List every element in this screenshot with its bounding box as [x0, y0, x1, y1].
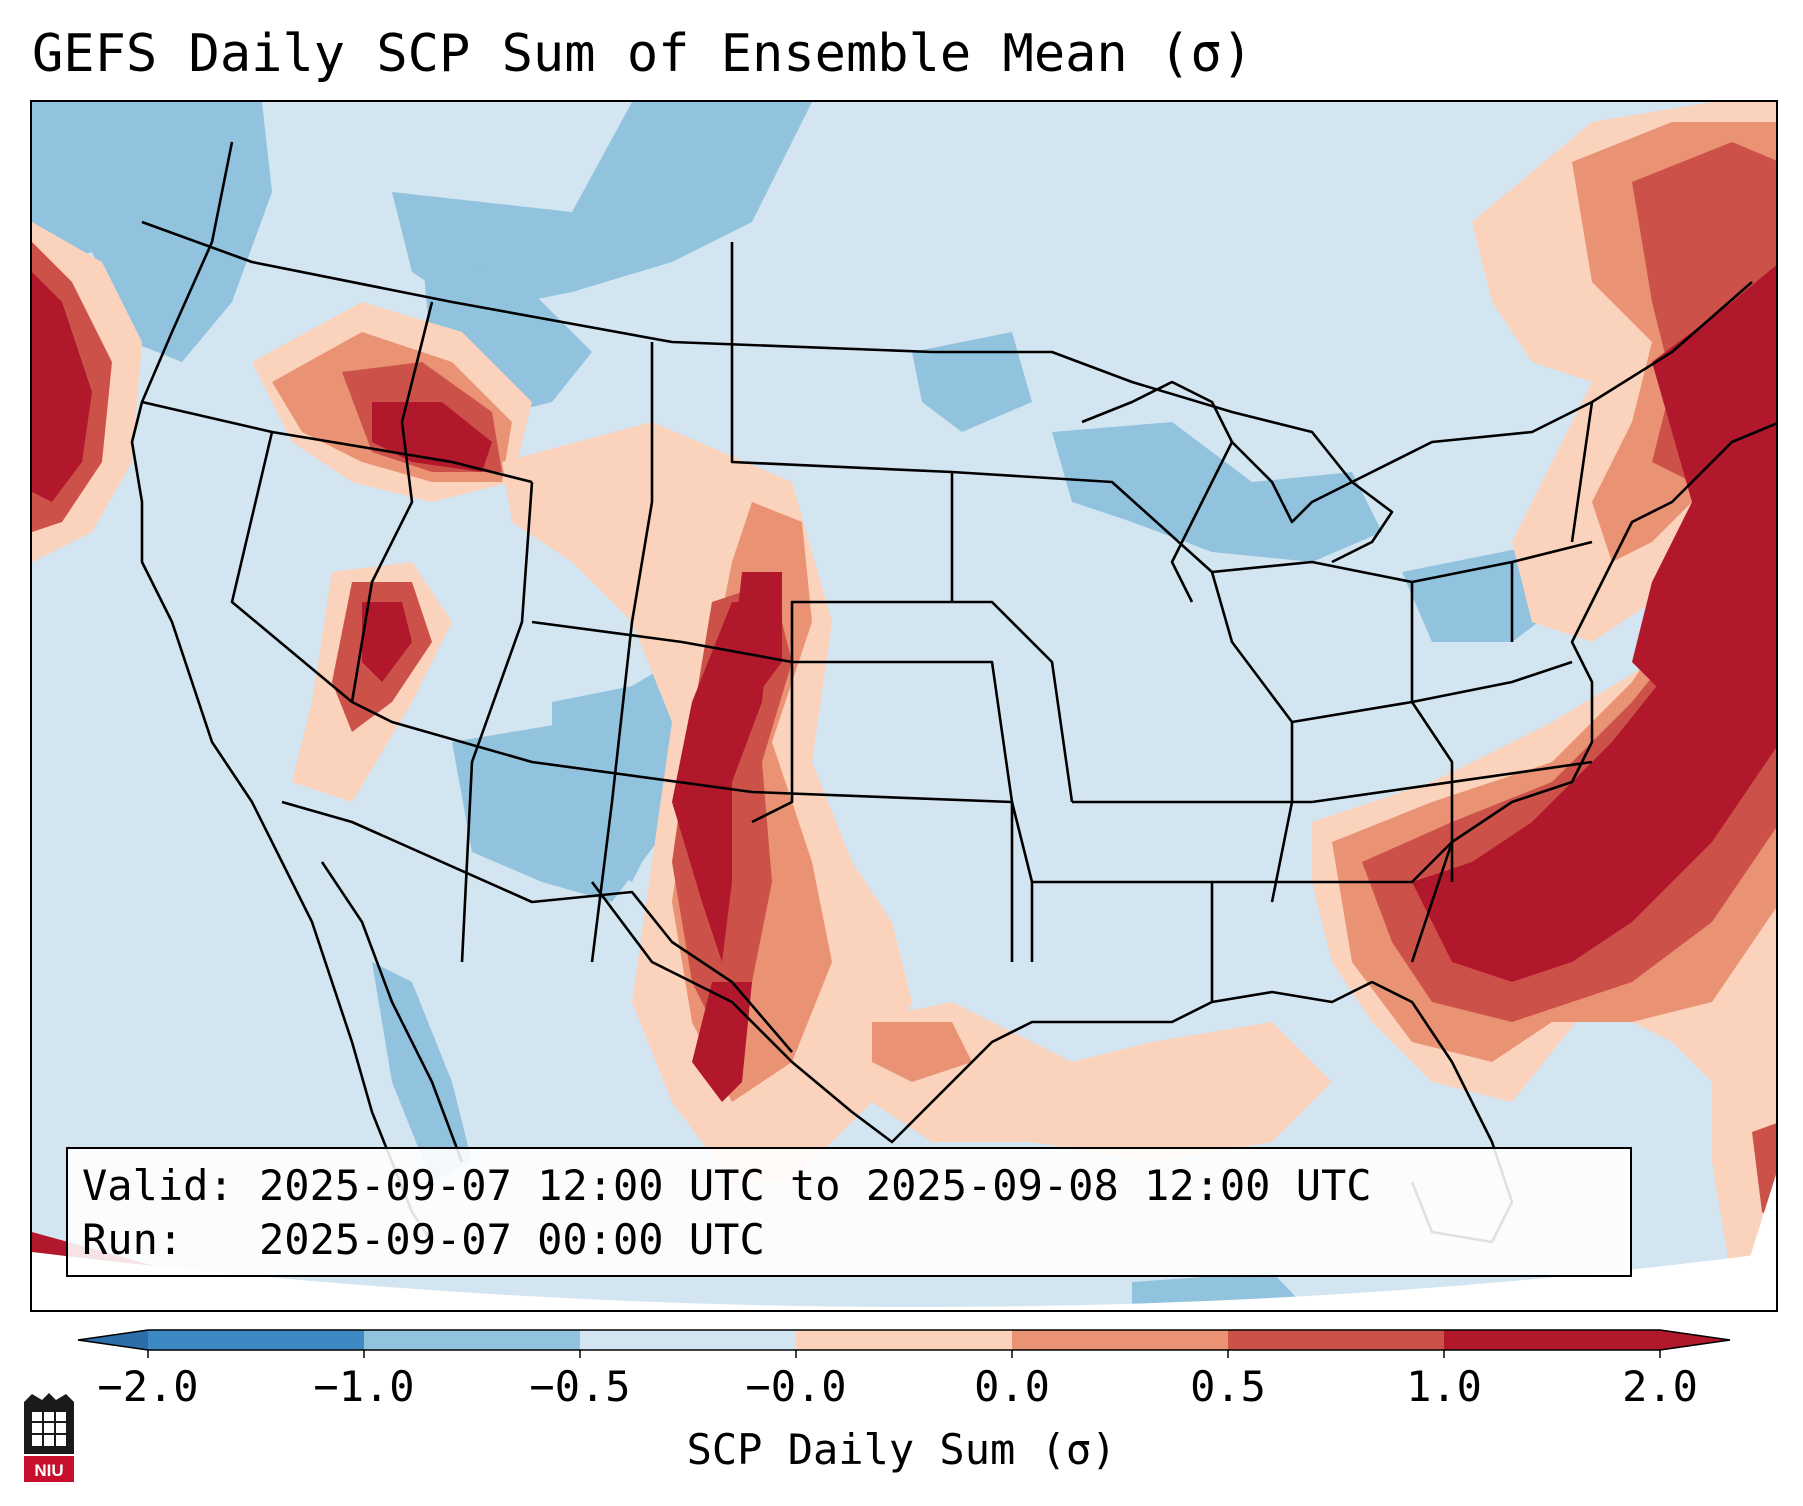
region-minnesota-negative	[912, 332, 1032, 432]
positive-scp-regions	[32, 102, 1776, 1310]
valid-time-line: Valid: 2025-09-07 12:00 UTC to 2025-09-0…	[82, 1161, 1372, 1210]
chart-title: GEFS Daily SCP Sum of Ensemble Mean (σ)	[32, 24, 1253, 84]
border-mexico	[281, 800, 793, 1053]
border-canada	[141, 220, 1753, 484]
region-baja-negative	[372, 962, 472, 1182]
colorbar-tick-label: −1.0	[313, 1362, 415, 1411]
colorbar-bin	[1444, 1330, 1661, 1350]
colorbar-tick-label: −2.0	[97, 1362, 199, 1411]
region-gulf-weak-positive	[852, 1002, 1332, 1162]
run-time-line: Run: 2025-09-07 00:00 UTC	[82, 1215, 765, 1264]
region-new-mexico-negative	[552, 682, 672, 882]
scp-map	[32, 102, 1776, 1310]
projection-edge-right	[1733, 1174, 1776, 1310]
region-gulf-moderate-positive	[872, 1022, 972, 1082]
coastline-east	[1410, 422, 1776, 963]
map-frame	[30, 100, 1778, 1312]
region-canada-west-negative	[392, 102, 812, 312]
colorbar-bin	[1012, 1330, 1229, 1350]
colorbar-bin	[580, 1330, 797, 1350]
state-lines-east	[1211, 401, 1594, 882]
colorbar-title: SCP Daily Sum (σ)	[686, 1425, 1117, 1474]
state-lines-west	[141, 301, 1014, 963]
region-texas-extreme-positive	[692, 982, 752, 1102]
region-rockies-extreme-upper	[732, 572, 782, 702]
region-atlantic-extreme-positive	[1632, 265, 1776, 702]
colorbar-tick-label: 1.0	[1406, 1362, 1482, 1411]
colorbar	[77, 1329, 1731, 1358]
colorbar-tick-label: −0.5	[529, 1362, 631, 1411]
great-lakes	[1081, 380, 1394, 603]
region-nevada-extreme-positive	[362, 602, 412, 682]
colorbar-tick-label: 0.0	[974, 1362, 1050, 1411]
colorbar-extend-high	[1660, 1330, 1730, 1350]
region-pacific-extreme-positive	[32, 272, 92, 502]
baja-peninsula	[320, 861, 464, 1163]
region-great-lakes-negative	[1052, 422, 1382, 562]
colorbar-tick-label: 0.5	[1190, 1362, 1266, 1411]
colorbar-tick-label: 2.0	[1622, 1362, 1698, 1411]
valid-run-info-box: Valid: 2025-09-07 12:00 UTC to 2025-09-0…	[66, 1147, 1632, 1277]
svg-text:NIU: NIU	[34, 1461, 63, 1480]
region-pacific-northwest-negative	[32, 102, 272, 362]
colorbar-bin	[1228, 1330, 1445, 1350]
colorbar-bin	[364, 1330, 581, 1350]
colorbar-extend-low	[78, 1330, 148, 1350]
colorbar-tick-label: −0.0	[745, 1362, 847, 1411]
colorbar-bin	[148, 1330, 365, 1350]
niu-logo-icon: NIU	[24, 1393, 74, 1482]
state-lines-central	[730, 242, 1593, 1002]
projection-edge-bottom	[32, 1252, 1776, 1310]
colorbar-bin	[796, 1330, 1013, 1350]
